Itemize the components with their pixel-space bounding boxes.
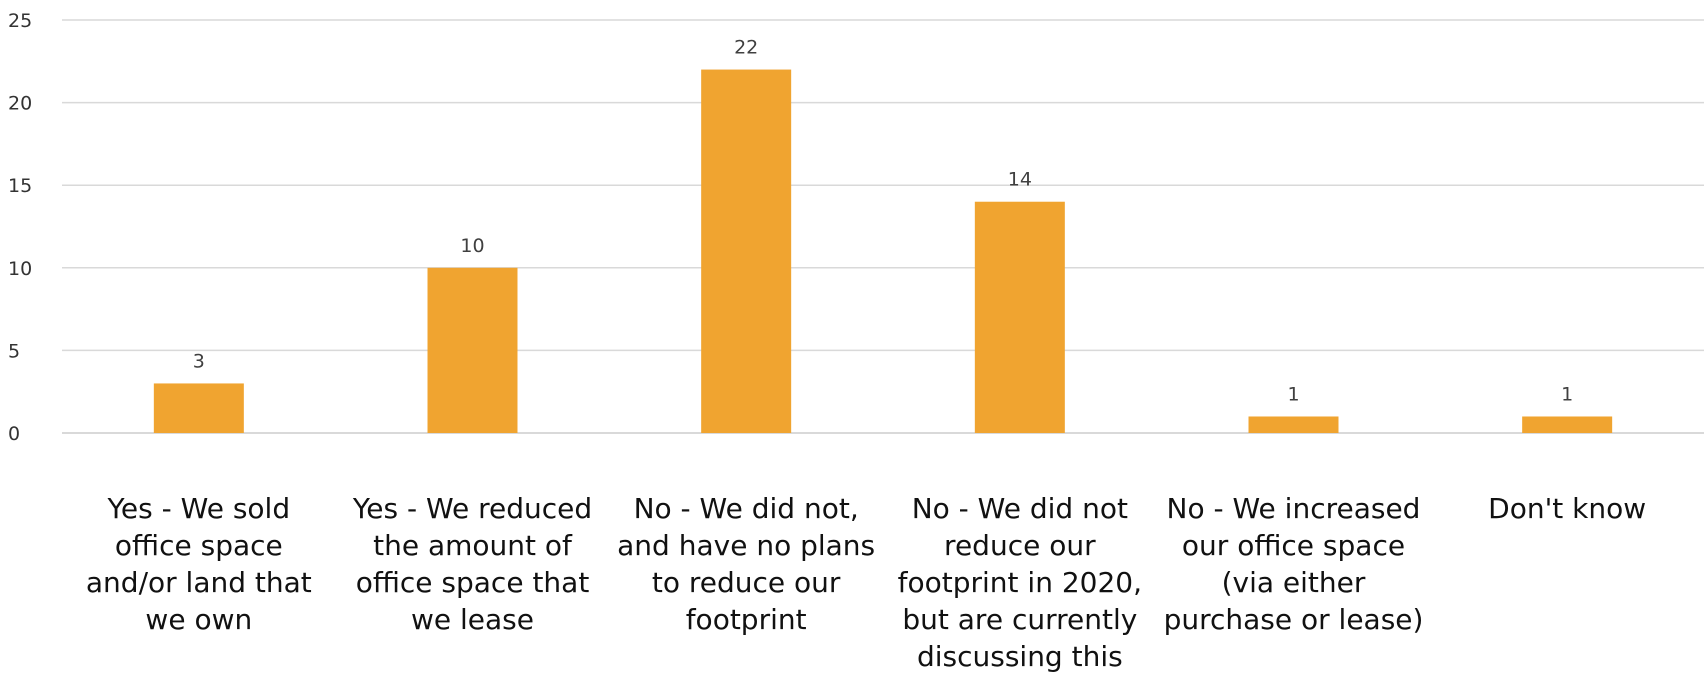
category-label: Yes - We reduced the amount of office sp…: [352, 492, 593, 636]
data-label: 22: [734, 37, 758, 59]
y-axis-ticks: 0 5 10 15 20 25: [8, 10, 32, 445]
bar: [153, 383, 244, 433]
data-label: 14: [1008, 169, 1032, 191]
category-label: No - We increased our office space (via …: [1163, 492, 1424, 636]
bar: [1248, 416, 1339, 433]
y-tick-label: 20: [8, 93, 32, 115]
data-label: 1: [1287, 383, 1299, 405]
y-tick-label: 0: [8, 423, 20, 445]
category-label: No - We did not reduce our footprint in …: [897, 492, 1143, 673]
y-tick-label: 5: [8, 340, 20, 362]
y-tick-label: 15: [8, 175, 32, 197]
category-label: Yes - We sold office space and/or land t…: [85, 492, 312, 636]
bar: [1522, 416, 1613, 433]
gridlines: [62, 19, 1704, 434]
bars: [153, 69, 1613, 433]
bar: [427, 267, 518, 433]
y-tick-label: 25: [8, 10, 32, 32]
data-label: 10: [460, 235, 484, 257]
bar: [701, 69, 792, 433]
bar: [974, 201, 1065, 433]
y-tick-label: 10: [8, 258, 32, 280]
data-labels: 3 10 22 14 1 1: [193, 37, 1573, 406]
data-label: 3: [193, 350, 205, 372]
data-label: 1: [1561, 383, 1573, 405]
x-axis-category-labels: Yes - We sold office space and/or land t…: [0, 490, 1704, 677]
category-label: Don't know: [1488, 492, 1647, 525]
category-label: No - We did not, and have no plans to re…: [617, 492, 876, 636]
